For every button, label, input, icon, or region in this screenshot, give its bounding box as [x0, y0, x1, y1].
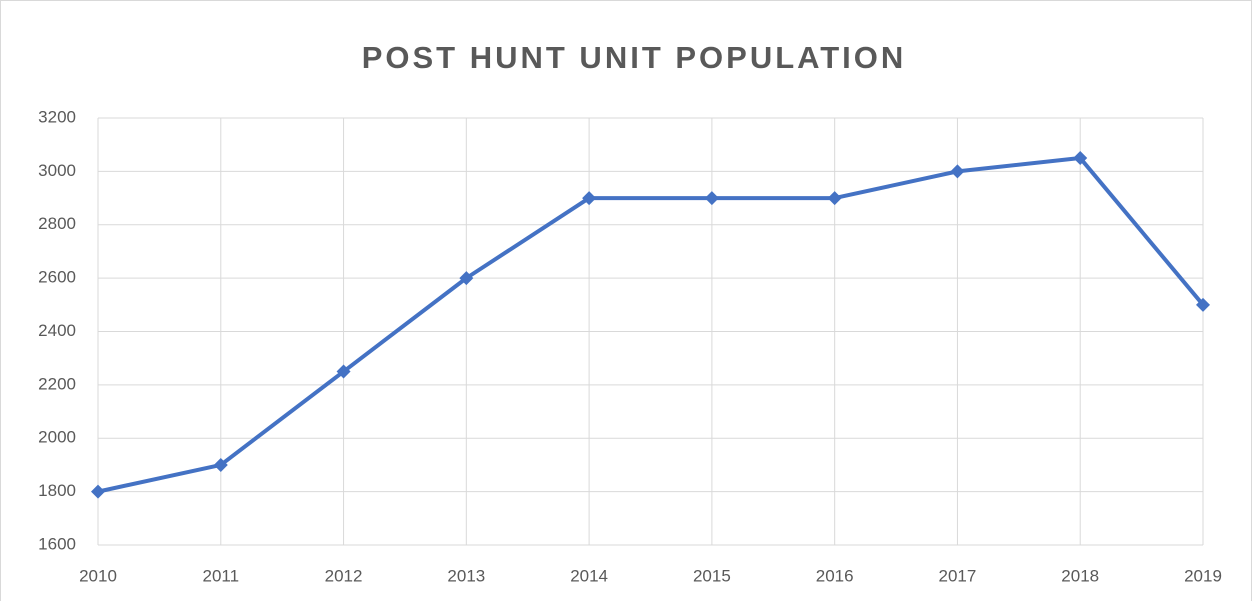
y-tick-label: 2400	[38, 321, 76, 340]
x-tick-label: 2011	[202, 566, 239, 585]
x-tick-label: 2013	[447, 566, 485, 585]
data-marker	[582, 191, 597, 206]
data-marker	[704, 191, 719, 206]
data-marker	[459, 271, 474, 286]
y-tick-label: 1600	[38, 534, 76, 553]
x-tick-label: 2012	[325, 566, 363, 585]
data-marker	[336, 364, 351, 379]
x-tick-label: 2015	[693, 566, 731, 585]
data-marker	[950, 164, 965, 179]
x-tick-label: 2010	[79, 566, 117, 585]
x-tick-label: 2016	[816, 566, 854, 585]
y-tick-label: 2800	[38, 214, 76, 233]
y-tick-label: 2200	[38, 374, 76, 393]
chart-title: POST HUNT UNIT POPULATION	[362, 40, 907, 75]
y-tick-label: 1800	[38, 481, 76, 500]
y-tick-label: 2600	[38, 268, 76, 287]
x-tick-label: 2017	[939, 566, 977, 585]
data-marker	[1073, 151, 1088, 166]
data-marker	[827, 191, 842, 206]
data-marker	[1196, 297, 1210, 312]
x-tick-label: 2019	[1184, 566, 1222, 585]
data-marker	[213, 457, 228, 472]
y-tick-label: 2000	[38, 428, 76, 447]
data-marker	[91, 484, 105, 499]
y-tick-label: 3200	[38, 107, 76, 126]
x-tick-label: 2014	[570, 566, 608, 585]
y-tick-label: 3000	[38, 161, 76, 180]
x-tick-label: 2018	[1061, 566, 1099, 585]
data-line	[97, 156, 1205, 494]
